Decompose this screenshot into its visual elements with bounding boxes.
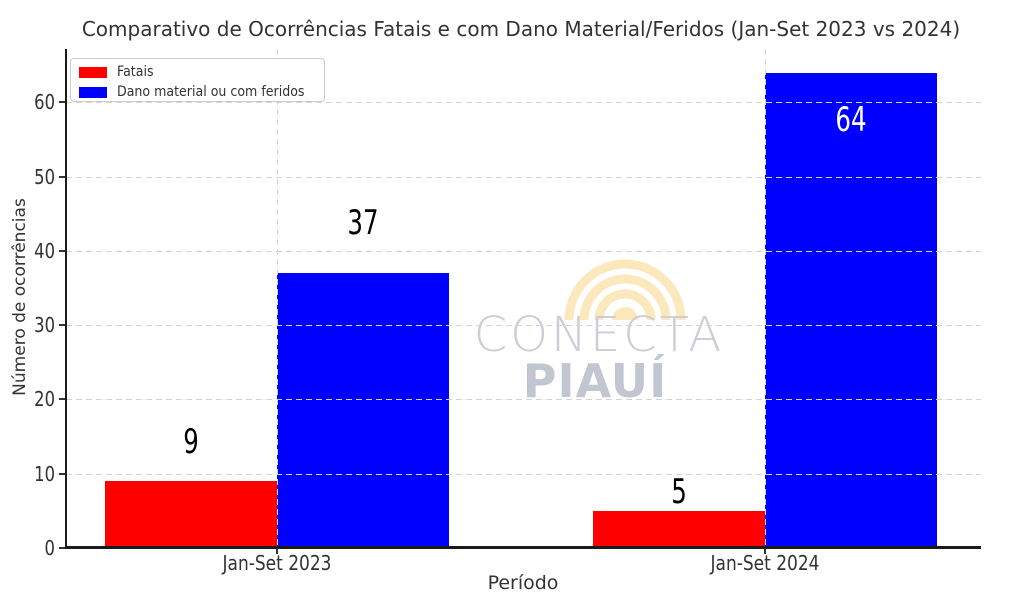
- y-axis-label: Número de ocorrências: [10, 198, 30, 396]
- y-axis-spine: [65, 49, 67, 549]
- legend-swatch-dano-material: [79, 86, 107, 98]
- y-tick-mark: [59, 324, 66, 326]
- bar-value-label: 64: [835, 100, 867, 140]
- y-tick-mark: [59, 101, 66, 103]
- gridline-h: [66, 399, 981, 400]
- y-tick-label: 40: [34, 239, 55, 263]
- y-tick-label: 10: [34, 462, 55, 486]
- x-tick-mark: [276, 549, 278, 554]
- x-tick-label: Jan-Set 2023: [222, 551, 332, 575]
- y-tick-label: 20: [34, 387, 55, 411]
- y-tick-label: 60: [34, 90, 55, 114]
- legend-swatch-fatais: [79, 66, 107, 78]
- bar-value-label: 9: [183, 422, 199, 462]
- bar-value-label: 37: [347, 203, 379, 243]
- watermark-text-conecta: CONECTA: [473, 307, 725, 363]
- bar-fatais-0: [105, 481, 277, 548]
- legend-item-dano-material: Dano material ou com feridos: [79, 83, 324, 101]
- x-axis-spine: [65, 546, 981, 549]
- bar-dano-material-0: [277, 273, 449, 548]
- y-tick-label: 50: [34, 165, 55, 189]
- chart-title: Comparativo de Ocorrências Fatais e com …: [81, 17, 961, 41]
- y-tick-mark: [59, 176, 66, 178]
- gridline-h: [66, 474, 981, 475]
- y-tick-mark: [59, 473, 66, 475]
- y-tick-mark: [59, 398, 66, 400]
- bar-dano-material-1: [765, 73, 937, 548]
- x-tick-label: Jan-Set 2024: [710, 551, 820, 575]
- gridline-h: [66, 251, 981, 252]
- y-tick-mark: [59, 547, 66, 549]
- legend-item-fatais: Fatais: [79, 63, 324, 81]
- gridline-v: [765, 49, 766, 548]
- legend-label-dano-material: Dano material ou com feridos: [117, 84, 305, 100]
- y-tick-label: 30: [34, 313, 55, 337]
- y-tick-label: 0: [44, 536, 55, 560]
- gridline-h: [66, 102, 981, 103]
- legend-label-fatais: Fatais: [117, 64, 154, 80]
- bar-fatais-1: [593, 511, 765, 548]
- x-axis-label: Período: [487, 572, 559, 594]
- y-tick-mark: [59, 250, 66, 252]
- gridline-h: [66, 325, 981, 326]
- bar-value-label: 5: [671, 472, 687, 512]
- gridline-v: [277, 49, 278, 548]
- legend: Fatais Dano material ou com feridos: [70, 58, 325, 102]
- gridline-h: [66, 177, 981, 178]
- signal-arcs-icon: [564, 259, 686, 321]
- x-tick-mark: [764, 549, 766, 554]
